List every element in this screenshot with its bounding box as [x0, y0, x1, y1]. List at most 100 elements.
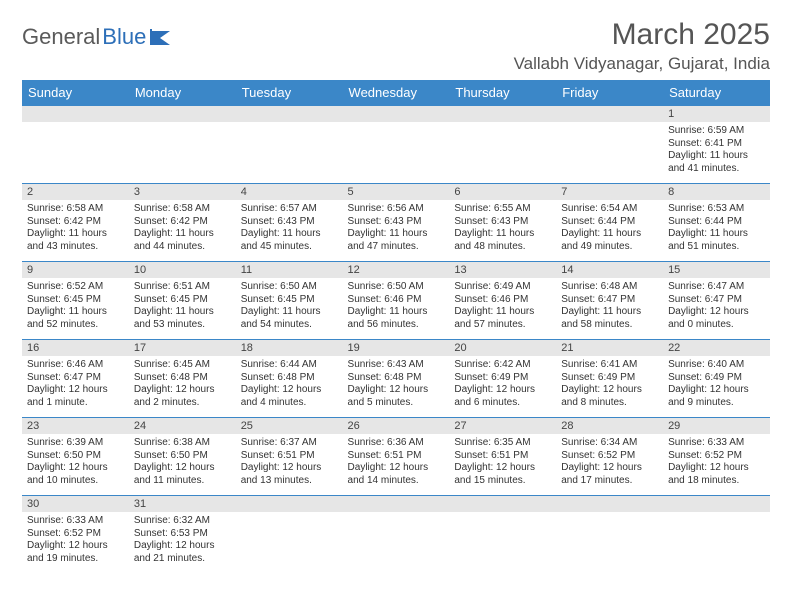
calendar-day-cell	[663, 496, 770, 574]
day-content: Sunrise: 6:58 AMSunset: 6:42 PMDaylight:…	[129, 200, 236, 257]
day-content: Sunrise: 6:53 AMSunset: 6:44 PMDaylight:…	[663, 200, 770, 257]
daylight-text: Daylight: 12 hours and 21 minutes.	[134, 540, 231, 565]
day-content: Sunrise: 6:41 AMSunset: 6:49 PMDaylight:…	[556, 356, 663, 413]
calendar-week-row: 30Sunrise: 6:33 AMSunset: 6:52 PMDayligh…	[22, 496, 770, 574]
sunrise-text: Sunrise: 6:50 AM	[241, 281, 338, 294]
daylight-text: Daylight: 12 hours and 11 minutes.	[134, 462, 231, 487]
day-number: 20	[449, 340, 556, 356]
sunset-text: Sunset: 6:49 PM	[561, 372, 658, 385]
calendar-day-cell: 12Sunrise: 6:50 AMSunset: 6:46 PMDayligh…	[343, 262, 450, 340]
day-number: 13	[449, 262, 556, 278]
sunset-text: Sunset: 6:53 PM	[134, 528, 231, 541]
daylight-text: Daylight: 12 hours and 4 minutes.	[241, 384, 338, 409]
day-content: Sunrise: 6:51 AMSunset: 6:45 PMDaylight:…	[129, 278, 236, 335]
day-number: 6	[449, 184, 556, 200]
calendar-day-cell: 6Sunrise: 6:55 AMSunset: 6:43 PMDaylight…	[449, 184, 556, 262]
sunset-text: Sunset: 6:46 PM	[348, 294, 445, 307]
calendar-day-cell: 18Sunrise: 6:44 AMSunset: 6:48 PMDayligh…	[236, 340, 343, 418]
sunrise-text: Sunrise: 6:33 AM	[27, 515, 124, 528]
sunrise-text: Sunrise: 6:38 AM	[134, 437, 231, 450]
daylight-text: Daylight: 12 hours and 17 minutes.	[561, 462, 658, 487]
day-content: Sunrise: 6:37 AMSunset: 6:51 PMDaylight:…	[236, 434, 343, 491]
sunset-text: Sunset: 6:43 PM	[241, 216, 338, 229]
calendar-table: Sunday Monday Tuesday Wednesday Thursday…	[22, 80, 770, 574]
daylight-text: Daylight: 11 hours and 41 minutes.	[668, 150, 765, 175]
weekday-header: Monday	[129, 80, 236, 106]
day-content: Sunrise: 6:39 AMSunset: 6:50 PMDaylight:…	[22, 434, 129, 491]
day-number: 11	[236, 262, 343, 278]
calendar-day-cell: 11Sunrise: 6:50 AMSunset: 6:45 PMDayligh…	[236, 262, 343, 340]
calendar-day-cell: 30Sunrise: 6:33 AMSunset: 6:52 PMDayligh…	[22, 496, 129, 574]
calendar-day-cell: 13Sunrise: 6:49 AMSunset: 6:46 PMDayligh…	[449, 262, 556, 340]
sunset-text: Sunset: 6:48 PM	[134, 372, 231, 385]
day-number: 8	[663, 184, 770, 200]
calendar-day-cell: 31Sunrise: 6:32 AMSunset: 6:53 PMDayligh…	[129, 496, 236, 574]
sunset-text: Sunset: 6:47 PM	[668, 294, 765, 307]
day-content: Sunrise: 6:50 AMSunset: 6:46 PMDaylight:…	[343, 278, 450, 335]
daylight-text: Daylight: 11 hours and 54 minutes.	[241, 306, 338, 331]
day-content: Sunrise: 6:34 AMSunset: 6:52 PMDaylight:…	[556, 434, 663, 491]
sunset-text: Sunset: 6:51 PM	[241, 450, 338, 463]
daylight-text: Daylight: 11 hours and 45 minutes.	[241, 228, 338, 253]
calendar-day-cell: 22Sunrise: 6:40 AMSunset: 6:49 PMDayligh…	[663, 340, 770, 418]
day-number: 9	[22, 262, 129, 278]
day-number: 2	[22, 184, 129, 200]
calendar-week-row: 1Sunrise: 6:59 AMSunset: 6:41 PMDaylight…	[22, 106, 770, 184]
day-number: 14	[556, 262, 663, 278]
day-number	[556, 106, 663, 122]
daylight-text: Daylight: 11 hours and 47 minutes.	[348, 228, 445, 253]
day-content	[343, 122, 450, 180]
calendar-day-cell: 21Sunrise: 6:41 AMSunset: 6:49 PMDayligh…	[556, 340, 663, 418]
day-content: Sunrise: 6:56 AMSunset: 6:43 PMDaylight:…	[343, 200, 450, 257]
sunrise-text: Sunrise: 6:42 AM	[454, 359, 551, 372]
day-content	[236, 122, 343, 180]
day-number: 7	[556, 184, 663, 200]
day-content: Sunrise: 6:36 AMSunset: 6:51 PMDaylight:…	[343, 434, 450, 491]
day-content: Sunrise: 6:48 AMSunset: 6:47 PMDaylight:…	[556, 278, 663, 335]
sunset-text: Sunset: 6:45 PM	[27, 294, 124, 307]
weekday-header: Sunday	[22, 80, 129, 106]
calendar-day-cell	[236, 496, 343, 574]
daylight-text: Daylight: 11 hours and 56 minutes.	[348, 306, 445, 331]
sunset-text: Sunset: 6:49 PM	[454, 372, 551, 385]
daylight-text: Daylight: 11 hours and 48 minutes.	[454, 228, 551, 253]
day-content	[236, 512, 343, 570]
calendar-day-cell: 26Sunrise: 6:36 AMSunset: 6:51 PMDayligh…	[343, 418, 450, 496]
sunrise-text: Sunrise: 6:53 AM	[668, 203, 765, 216]
day-content: Sunrise: 6:52 AMSunset: 6:45 PMDaylight:…	[22, 278, 129, 335]
day-content: Sunrise: 6:32 AMSunset: 6:53 PMDaylight:…	[129, 512, 236, 569]
sunrise-text: Sunrise: 6:32 AM	[134, 515, 231, 528]
daylight-text: Daylight: 12 hours and 8 minutes.	[561, 384, 658, 409]
day-content: Sunrise: 6:54 AMSunset: 6:44 PMDaylight:…	[556, 200, 663, 257]
day-number	[343, 106, 450, 122]
sunset-text: Sunset: 6:51 PM	[348, 450, 445, 463]
calendar-day-cell: 3Sunrise: 6:58 AMSunset: 6:42 PMDaylight…	[129, 184, 236, 262]
day-content: Sunrise: 6:49 AMSunset: 6:46 PMDaylight:…	[449, 278, 556, 335]
daylight-text: Daylight: 12 hours and 0 minutes.	[668, 306, 765, 331]
calendar-day-cell: 14Sunrise: 6:48 AMSunset: 6:47 PMDayligh…	[556, 262, 663, 340]
day-content: Sunrise: 6:47 AMSunset: 6:47 PMDaylight:…	[663, 278, 770, 335]
day-number: 31	[129, 496, 236, 512]
sunrise-text: Sunrise: 6:39 AM	[27, 437, 124, 450]
calendar-day-cell	[236, 106, 343, 184]
sunrise-text: Sunrise: 6:54 AM	[561, 203, 658, 216]
logo-text-general: General	[22, 24, 100, 50]
day-content: Sunrise: 6:58 AMSunset: 6:42 PMDaylight:…	[22, 200, 129, 257]
sunrise-text: Sunrise: 6:36 AM	[348, 437, 445, 450]
day-content: Sunrise: 6:50 AMSunset: 6:45 PMDaylight:…	[236, 278, 343, 335]
day-content: Sunrise: 6:33 AMSunset: 6:52 PMDaylight:…	[663, 434, 770, 491]
sunset-text: Sunset: 6:51 PM	[454, 450, 551, 463]
day-content: Sunrise: 6:45 AMSunset: 6:48 PMDaylight:…	[129, 356, 236, 413]
calendar-day-cell	[449, 106, 556, 184]
daylight-text: Daylight: 11 hours and 44 minutes.	[134, 228, 231, 253]
day-number: 27	[449, 418, 556, 434]
day-content	[663, 512, 770, 570]
day-content: Sunrise: 6:38 AMSunset: 6:50 PMDaylight:…	[129, 434, 236, 491]
sunrise-text: Sunrise: 6:45 AM	[134, 359, 231, 372]
calendar-day-cell: 23Sunrise: 6:39 AMSunset: 6:50 PMDayligh…	[22, 418, 129, 496]
calendar-week-row: 23Sunrise: 6:39 AMSunset: 6:50 PMDayligh…	[22, 418, 770, 496]
calendar-body: 1Sunrise: 6:59 AMSunset: 6:41 PMDaylight…	[22, 106, 770, 574]
location-subtitle: Vallabh Vidyanagar, Gujarat, India	[514, 54, 770, 74]
calendar-day-cell: 1Sunrise: 6:59 AMSunset: 6:41 PMDaylight…	[663, 106, 770, 184]
day-number: 3	[129, 184, 236, 200]
